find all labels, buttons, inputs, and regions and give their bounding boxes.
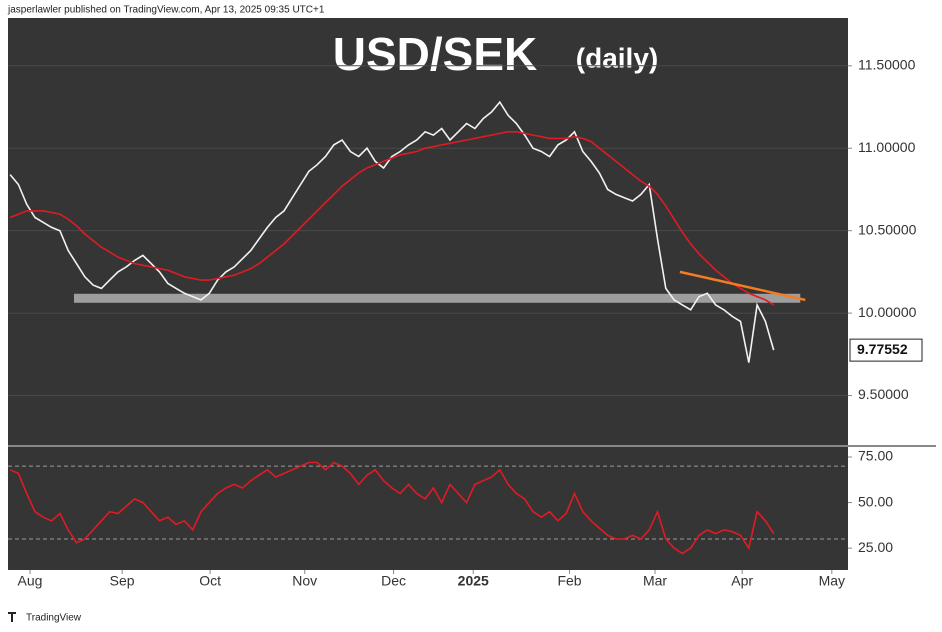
footer: TradingView (26, 613, 82, 624)
x-tick-label: Nov (292, 573, 317, 589)
chart-title: USD/SEK (333, 28, 537, 80)
x-tick-label: Mar (643, 573, 667, 589)
logo (8, 612, 16, 622)
last-price-label: 9.77552 (857, 341, 908, 357)
y-tick-label: 50.00 (858, 493, 893, 509)
series-line (9, 461, 775, 555)
x-tick-label: Apr (731, 573, 753, 589)
x-tick-label: Sep (110, 573, 135, 589)
x-tick-label: Aug (18, 573, 43, 589)
x-tick-label: Feb (557, 573, 581, 589)
series-line (9, 100, 775, 363)
y-tick-label: 75.00 (858, 448, 893, 464)
price-panel (8, 18, 848, 445)
y-tick-label: 11.00000 (858, 139, 916, 155)
chart-subtitle: (daily) (576, 42, 658, 73)
x-tick-label: May (819, 573, 845, 589)
y-tick-label: 11.50000 (858, 57, 916, 73)
y-tick-label: 25.00 (858, 539, 893, 555)
last-price-box (849, 338, 923, 362)
trendline (679, 270, 806, 302)
x-tick-label: Dec (381, 573, 406, 589)
series-line (9, 131, 775, 306)
x-tick-label: 2025 (458, 573, 489, 589)
y-tick-label: 9.50000 (858, 386, 909, 402)
rsi-panel (8, 447, 848, 570)
header: jasperlawler published on TradingView.co… (7, 5, 325, 16)
y-tick-label: 10.00000 (858, 304, 917, 320)
y-tick-label: 10.50000 (858, 221, 917, 237)
x-tick-label: Oct (199, 573, 221, 589)
support-band (73, 293, 801, 303)
